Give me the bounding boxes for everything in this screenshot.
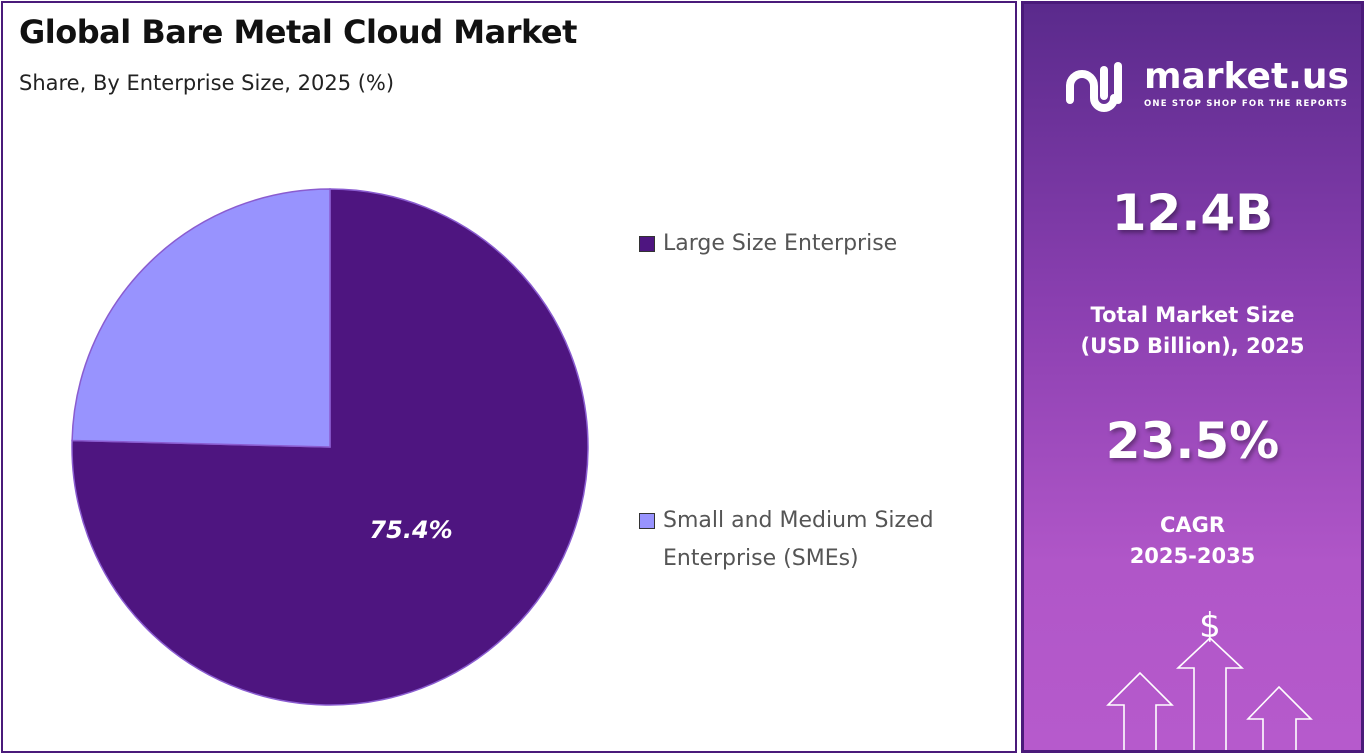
- chart-panel: Global Bare Metal Cloud Market Share, By…: [1, 1, 1017, 753]
- market-size-value: 12.4B: [1111, 184, 1274, 242]
- market-size-label: Total Market Size (USD Billion), 2025: [1080, 303, 1305, 358]
- legend-label: Large Size Enterprise: [663, 231, 898, 256]
- pie-slice: [71, 188, 331, 448]
- cagr-value: 23.5%: [1105, 412, 1280, 470]
- chart-subtitle: Share, By Enterprise Size, 2025 (%): [19, 71, 395, 95]
- legend-swatch: [639, 236, 655, 252]
- legend-swatch: [639, 513, 655, 529]
- legend-item-sme: Small and Medium Sized Enterprise (SMEs): [639, 502, 934, 578]
- pie-chart: 75.4%: [71, 188, 589, 706]
- stats-panel: market.us ONE STOP SHOP FOR THE REPORTS …: [1021, 1, 1364, 753]
- market-us-logo-icon: [1066, 62, 1122, 112]
- slice-data-label: 75.4%: [369, 516, 452, 544]
- chart-title: Global Bare Metal Cloud Market: [19, 13, 577, 51]
- brand-tagline: ONE STOP SHOP FOR THE REPORTS: [1144, 99, 1348, 109]
- growth-arrows-dollar-icon: $: [1106, 606, 1313, 750]
- legend-label: Small and Medium Sized: [663, 508, 934, 533]
- dollar-icon: $: [1199, 606, 1221, 646]
- legend-item-large: Large Size Enterprise: [639, 225, 897, 263]
- brand-name: market.us: [1144, 56, 1349, 97]
- legend-label: Enterprise (SMEs): [663, 546, 859, 571]
- cagr-label: CAGR 2025-2035: [1129, 513, 1256, 568]
